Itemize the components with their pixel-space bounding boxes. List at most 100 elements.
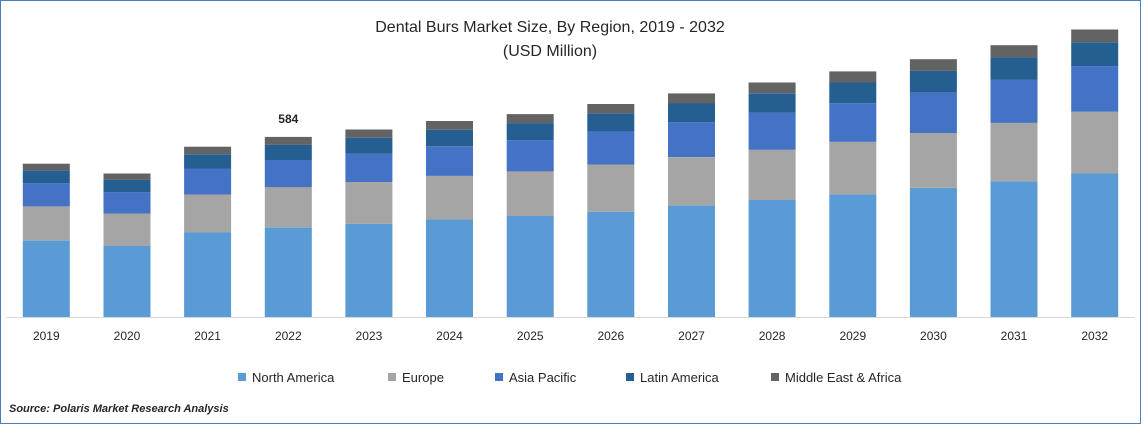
bar-europe-2019 xyxy=(22,206,70,241)
x-tick-label-2022: 2022 xyxy=(275,329,302,343)
bar-latin-america-2024 xyxy=(426,129,473,147)
legend-label-asia-pacific: Asia Pacific xyxy=(509,369,577,385)
legend-item-latin-america: Latin America xyxy=(626,368,719,386)
bar-europe-2021 xyxy=(184,194,232,233)
bar-europe-2028 xyxy=(748,149,796,200)
bar-latin-america-2025 xyxy=(506,123,554,141)
bar-latin-america-2028 xyxy=(748,93,796,113)
bar-north-america-2030 xyxy=(909,187,957,317)
bar-asia-pacific-2028 xyxy=(748,112,796,150)
bar-middle-east-and-africa-2025 xyxy=(506,114,554,124)
legend-item-middle-east-and-africa: Middle East & Africa xyxy=(771,368,901,386)
chart-subtitle: (USD Million) xyxy=(502,43,598,60)
legend-item-asia-pacific: Asia Pacific xyxy=(495,368,576,386)
bar-north-america-2028 xyxy=(748,200,796,317)
bar-europe-2032 xyxy=(1071,111,1119,174)
bar-latin-america-2022 xyxy=(264,144,312,160)
bar-latin-america-2023 xyxy=(345,137,393,154)
bar-latin-america-2020 xyxy=(103,179,151,193)
x-tick-label-2023: 2023 xyxy=(356,329,383,343)
x-tick-label-2032: 2032 xyxy=(1081,329,1108,343)
bar-europe-2022 xyxy=(264,187,312,228)
legend-label-north-america: North America xyxy=(252,369,335,385)
bar-asia-pacific-2020 xyxy=(103,192,151,214)
bar-middle-east-and-africa-2022 xyxy=(264,136,312,145)
bar-north-america-2027 xyxy=(668,205,715,317)
chart-title: Dental Burs Market Size, By Region, 2019… xyxy=(375,19,725,36)
bar-north-america-2026 xyxy=(587,211,635,317)
bar-north-america-2023 xyxy=(345,223,393,317)
bar-middle-east-and-africa-2019 xyxy=(22,163,70,171)
x-tick-label-2020: 2020 xyxy=(114,329,141,343)
bar-latin-america-2019 xyxy=(22,170,70,184)
bar-asia-pacific-2030 xyxy=(909,92,957,133)
bar-asia-pacific-2029 xyxy=(829,103,877,142)
bar-middle-east-and-africa-2031 xyxy=(990,45,1038,58)
bar-north-america-2031 xyxy=(990,181,1038,317)
bar-middle-east-and-africa-2028 xyxy=(748,82,796,94)
bar-asia-pacific-2031 xyxy=(990,79,1038,123)
bar-middle-east-and-africa-2026 xyxy=(587,104,635,114)
bar-asia-pacific-2024 xyxy=(426,146,473,176)
bar-middle-east-and-africa-2024 xyxy=(426,121,473,130)
bar-north-america-2021 xyxy=(184,232,232,317)
bar-north-america-2025 xyxy=(506,216,554,317)
x-tick-label-2025: 2025 xyxy=(517,329,544,343)
bar-europe-2024 xyxy=(426,175,473,220)
bar-north-america-2029 xyxy=(829,194,877,317)
bar-middle-east-and-africa-2023 xyxy=(345,129,393,138)
x-tick-label-2026: 2026 xyxy=(597,329,624,343)
bar-asia-pacific-2019 xyxy=(22,183,70,207)
bar-north-america-2032 xyxy=(1071,173,1119,317)
x-tick-label-2019: 2019 xyxy=(33,329,60,343)
legend-swatch-middle-east-and-africa xyxy=(771,373,779,381)
bar-europe-2026 xyxy=(587,164,635,212)
source-note: Source: Polaris Market Research Analysis xyxy=(9,403,229,415)
legend-item-europe: Europe xyxy=(388,368,444,386)
bar-middle-east-and-africa-2020 xyxy=(103,173,151,180)
bar-latin-america-2029 xyxy=(829,82,877,104)
bar-asia-pacific-2023 xyxy=(345,153,393,182)
legend-label-middle-east-and-africa: Middle East & Africa xyxy=(785,369,902,385)
legend-swatch-latin-america xyxy=(626,373,634,381)
legend-label-europe: Europe xyxy=(402,369,444,385)
legend-label-latin-america: Latin America xyxy=(640,369,719,385)
bar-europe-2030 xyxy=(909,132,957,188)
x-tick-label-2031: 2031 xyxy=(1001,329,1028,343)
bar-asia-pacific-2021 xyxy=(184,168,232,195)
bar-latin-america-2031 xyxy=(990,57,1038,80)
bar-middle-east-and-africa-2029 xyxy=(829,71,877,83)
legend-item-north-america: North America xyxy=(238,368,334,386)
legend-swatch-north-america xyxy=(238,373,246,381)
bar-asia-pacific-2027 xyxy=(668,122,715,157)
bar-europe-2020 xyxy=(103,213,151,246)
bar-asia-pacific-2026 xyxy=(587,131,635,165)
bar-latin-america-2021 xyxy=(184,154,232,169)
legend-swatch-europe xyxy=(388,373,396,381)
bar-middle-east-and-africa-2027 xyxy=(668,93,715,104)
bar-europe-2023 xyxy=(345,182,393,224)
bar-asia-pacific-2025 xyxy=(506,140,554,172)
x-tick-label-2029: 2029 xyxy=(839,329,866,343)
bar-latin-america-2032 xyxy=(1071,42,1119,67)
bar-north-america-2024 xyxy=(426,219,473,317)
bar-asia-pacific-2032 xyxy=(1071,66,1119,112)
bar-north-america-2022 xyxy=(264,227,312,317)
bar-europe-2029 xyxy=(829,142,877,195)
bar-latin-america-2027 xyxy=(668,103,715,123)
bar-middle-east-and-africa-2021 xyxy=(184,146,232,155)
bar-north-america-2019 xyxy=(22,240,70,317)
data-label-2022: 584 xyxy=(278,112,298,126)
chart-legend: North America Europe Asia Pacific Latin Ame… xyxy=(0,368,1143,386)
bar-middle-east-and-africa-2032 xyxy=(1071,29,1119,43)
x-tick-label-2028: 2028 xyxy=(759,329,786,343)
x-tick-label-2030: 2030 xyxy=(920,329,947,343)
bar-europe-2031 xyxy=(990,122,1038,182)
bar-middle-east-and-africa-2030 xyxy=(909,59,957,71)
legend-swatch-asia-pacific xyxy=(495,373,503,381)
x-tick-label-2024: 2024 xyxy=(436,329,463,343)
x-tick-label-2021: 2021 xyxy=(194,329,221,343)
bar-latin-america-2026 xyxy=(587,113,635,132)
